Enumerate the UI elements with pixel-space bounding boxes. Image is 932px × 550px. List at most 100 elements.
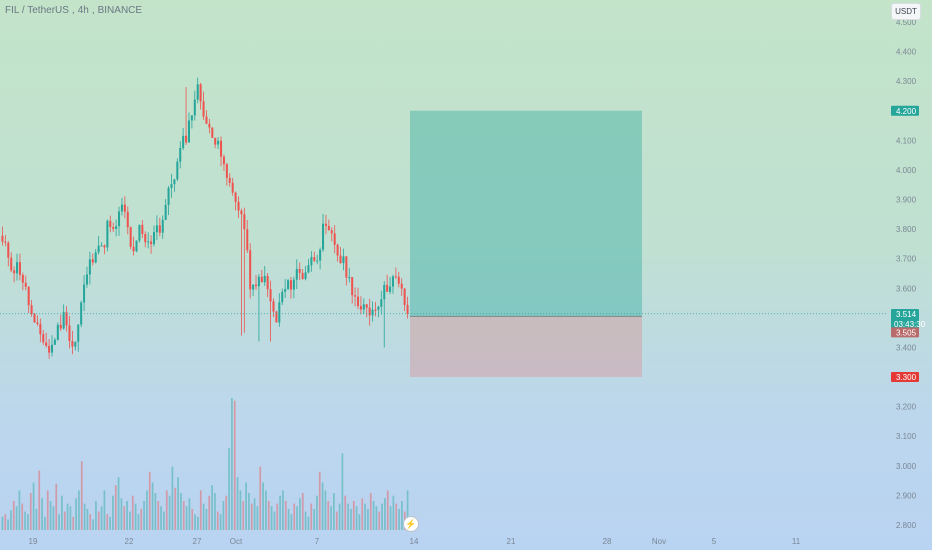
candle-body [42, 334, 45, 343]
volume-bar [406, 490, 409, 530]
volume-bar [299, 498, 301, 530]
candle-body [158, 225, 161, 233]
candle-body [304, 272, 307, 280]
candle-body [243, 214, 246, 230]
candle-body [50, 344, 54, 353]
target-price-label-bg [891, 105, 919, 116]
last-price-label-countdown: 03:43:30 [894, 320, 926, 329]
volume-bar [398, 508, 400, 530]
volume-bar [1, 516, 4, 530]
chart-title: FIL / TetherUS, 4h, BINANCE [5, 5, 143, 16]
candle-body [336, 244, 339, 256]
volume-bar [245, 482, 247, 530]
candle-body [275, 311, 278, 323]
candle-body [202, 101, 205, 117]
volume-bar [222, 500, 225, 530]
candle-body [234, 192, 237, 202]
candle-body [71, 341, 74, 347]
volume-bar [333, 493, 335, 530]
candle-body [354, 295, 357, 297]
volume-bar [307, 516, 310, 530]
x-tick-label: Nov [652, 537, 666, 546]
y-tick-label: 4.100 [896, 136, 917, 145]
position-tool[interactable] [410, 110, 642, 378]
volume-bar [75, 498, 77, 530]
stop-price-label: 3.300 [896, 373, 917, 382]
volume-bar [341, 453, 344, 530]
currency-button[interactable]: USDT [891, 3, 921, 20]
last-price-label-bg [891, 309, 919, 330]
y-tick-label: 2.800 [896, 521, 917, 530]
x-tick-label: 14 [410, 537, 419, 546]
candle-body [324, 223, 327, 226]
volume-bar [216, 511, 219, 530]
volume-bar [330, 506, 332, 530]
candle-body [214, 137, 217, 145]
volume-layer [1, 398, 409, 530]
volume-bar [361, 498, 364, 530]
volume-bar [137, 514, 140, 530]
volume-bar [18, 490, 21, 530]
target-zone [410, 110, 642, 317]
volume-bar [66, 503, 69, 530]
volume-bar [248, 493, 250, 530]
volume-bar [29, 493, 32, 530]
candle-body [281, 291, 284, 303]
candle-body [374, 309, 377, 311]
candle-body [389, 286, 392, 292]
volume-bar [177, 477, 179, 530]
y-tick-label: 3.100 [896, 432, 917, 441]
volume-bar [197, 516, 199, 530]
volume-bar [24, 511, 26, 530]
volume-bar [55, 483, 58, 530]
volume-bar [112, 495, 114, 530]
volume-bar [378, 511, 381, 530]
candle-body [190, 115, 193, 121]
candle-body [400, 283, 403, 289]
volume-bar [86, 508, 89, 530]
volume-bar [83, 503, 86, 530]
volume-bar [114, 485, 117, 530]
candle-body [59, 324, 62, 329]
candle-body [289, 280, 292, 290]
volume-bar [321, 482, 324, 530]
volume-bar [253, 498, 256, 530]
lightning-icon[interactable]: ⚡ [403, 516, 419, 532]
volume-bar [15, 506, 18, 530]
candle-body [249, 250, 252, 290]
volume-bar [205, 508, 208, 530]
volume-bar [369, 493, 372, 530]
candle-body [100, 245, 103, 247]
x-tick-label: 21 [507, 537, 516, 546]
candle-body [45, 342, 48, 346]
candle-body [123, 204, 126, 212]
volume-bar [316, 495, 318, 530]
volume-bar [78, 490, 80, 530]
volume-bar [327, 500, 330, 530]
x-tick-label: 5 [712, 537, 717, 546]
last-price-label: 3.514 [896, 310, 917, 319]
volume-bar [392, 495, 395, 530]
volume-bar [259, 466, 262, 530]
candle-body [141, 224, 144, 235]
candle-body [397, 276, 400, 284]
x-tick-label: 19 [29, 537, 38, 546]
volume-bar [97, 511, 100, 530]
volume-bar [279, 495, 281, 530]
candle-body [263, 275, 266, 283]
candle-body [135, 240, 138, 252]
volume-bar [395, 503, 398, 530]
entry-price-label-bg [891, 327, 919, 338]
y-tick-label: 4.500 [896, 18, 917, 27]
volume-bar [148, 471, 151, 530]
x-tick-label: 27 [193, 537, 202, 546]
y-tick-label: 4.300 [896, 77, 917, 86]
volume-bar [151, 482, 154, 530]
volume-bar [27, 514, 29, 530]
volume-bar [287, 508, 290, 530]
candle-body [228, 177, 231, 183]
volume-bar [49, 500, 52, 530]
volume-bar [106, 514, 109, 530]
